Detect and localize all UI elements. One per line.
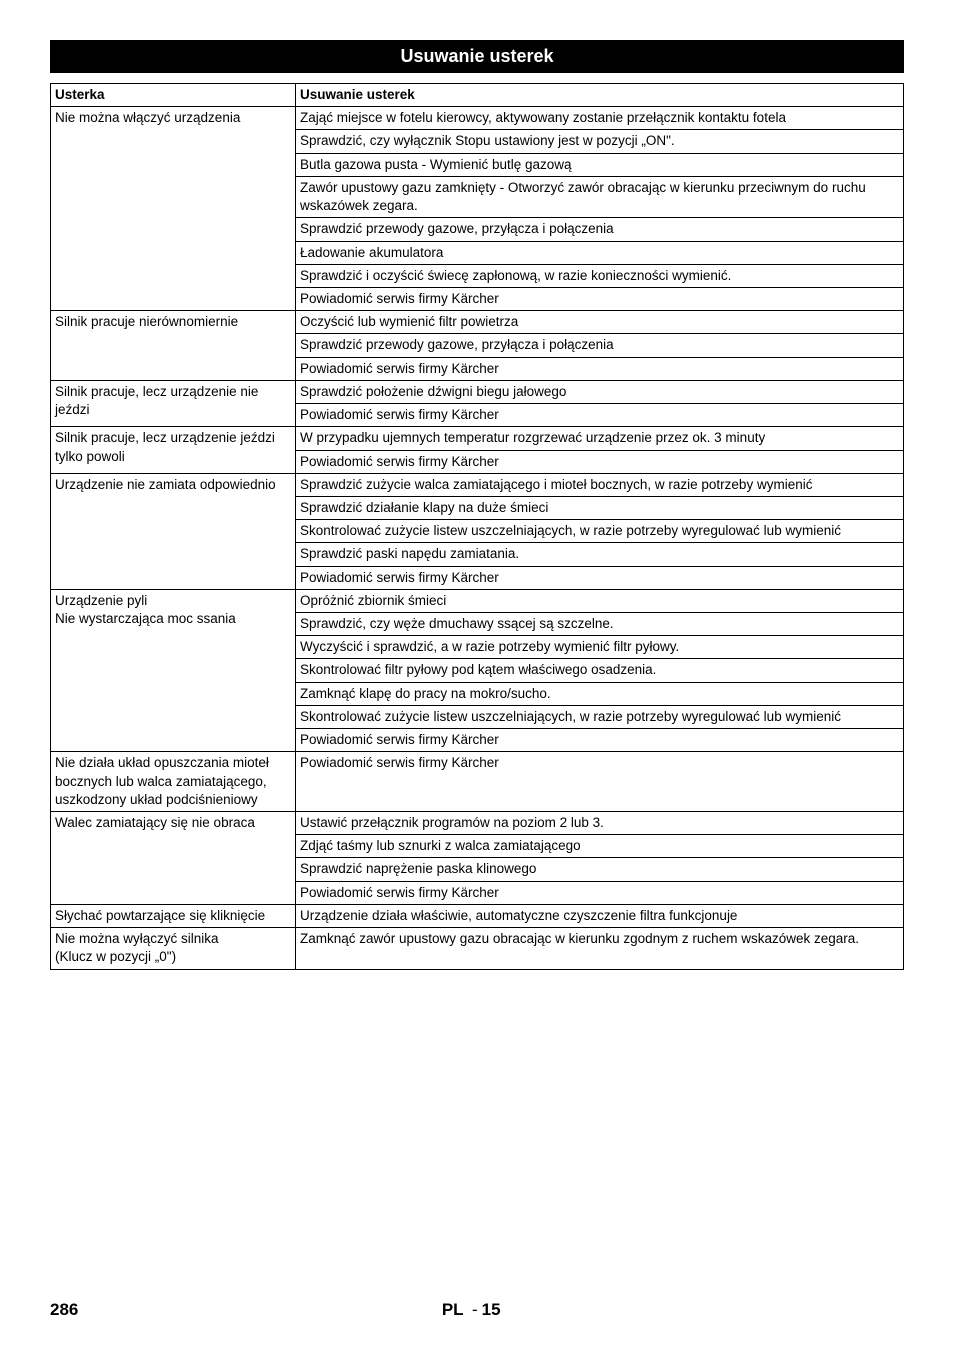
page: Usuwanie usterek Usterka Usuwanie ustere… (0, 0, 954, 1350)
fix-cell: Zawór upustowy gazu zamknięty - Otworzyć… (296, 176, 904, 217)
fault-cell: Silnik pracuje, lecz urządzenie nie jeźd… (51, 380, 296, 426)
table-row: Słychać powtarzające się kliknięcieUrząd… (51, 904, 904, 927)
fix-cell: W przypadku ujemnych temperatur rozgrzew… (296, 427, 904, 450)
fix-cell: Powiadomić serwis firmy Kärcher (296, 566, 904, 589)
fix-cell: Powiadomić serwis firmy Kärcher (296, 752, 904, 812)
fix-cell: Sprawdzić paski napędu zamiatania. (296, 543, 904, 566)
fix-cell: Sprawdzić, czy wyłącznik Stopu ustawiony… (296, 130, 904, 153)
page-number-left: 286 (50, 1300, 78, 1320)
fault-cell: Nie można włączyć urządzenia (51, 107, 296, 311)
table-row: Silnik pracuje, lecz urządzenie jeździ t… (51, 427, 904, 450)
footer-lang: PL (442, 1300, 463, 1319)
footer-dash: - (472, 1300, 478, 1319)
fix-cell: Zamknąć zawór upustowy gazu obracając w … (296, 928, 904, 969)
table-body: Nie można włączyć urządzeniaZająć miejsc… (51, 107, 904, 969)
table-header-row: Usterka Usuwanie usterek (51, 84, 904, 107)
fix-cell: Powiadomić serwis firmy Kärcher (296, 450, 904, 473)
fault-cell: Nie można wyłączyć silnika (Klucz w pozy… (51, 928, 296, 969)
fault-cell: Słychać powtarzające się kliknięcie (51, 904, 296, 927)
fault-cell: Urządzenie pyli Nie wystarczająca moc ss… (51, 589, 296, 752)
fix-cell: Zająć miejsce w fotelu kierowcy, aktywow… (296, 107, 904, 130)
table-row: Silnik pracuje nierównomiernieOczyścić l… (51, 311, 904, 334)
fix-cell: Butla gazowa pusta - Wymienić butlę gazo… (296, 153, 904, 176)
page-footer: 286 PL -15 (50, 1300, 904, 1320)
fix-cell: Wyczyścić i sprawdzić, a w razie potrzeb… (296, 636, 904, 659)
table-row: Nie działa układ opuszczania mioteł bocz… (51, 752, 904, 812)
fix-cell: Powiadomić serwis firmy Kärcher (296, 729, 904, 752)
fault-cell: Urządzenie nie zamiata odpowiednio (51, 473, 296, 589)
fix-cell: Skontrolować zużycie listew uszczelniają… (296, 520, 904, 543)
fix-cell: Powiadomić serwis firmy Kärcher (296, 287, 904, 310)
table-row: Urządzenie pyli Nie wystarczająca moc ss… (51, 589, 904, 612)
fix-cell: Skontrolować zużycie listew uszczelniają… (296, 705, 904, 728)
fix-cell: Ładowanie akumulatora (296, 241, 904, 264)
fix-cell: Powiadomić serwis firmy Kärcher (296, 357, 904, 380)
fault-cell: Walec zamiatający się nie obraca (51, 812, 296, 905)
fix-cell: Sprawdzić położenie dźwigni biegu jałowe… (296, 380, 904, 403)
fix-cell: Sprawdzić przewody gazowe, przyłącza i p… (296, 334, 904, 357)
table-row: Urządzenie nie zamiata odpowiednioSprawd… (51, 473, 904, 496)
fault-cell: Nie działa układ opuszczania mioteł bocz… (51, 752, 296, 812)
header-fix: Usuwanie usterek (296, 84, 904, 107)
fix-cell: Sprawdzić zużycie walca zamiatającego i … (296, 473, 904, 496)
troubleshooting-table: Usterka Usuwanie usterek Nie można włącz… (50, 83, 904, 970)
section-title: Usuwanie usterek (50, 40, 904, 73)
fault-cell: Silnik pracuje nierównomiernie (51, 311, 296, 381)
footer-center: PL -15 (442, 1300, 501, 1320)
fix-cell: Powiadomić serwis firmy Kärcher (296, 881, 904, 904)
fix-cell: Sprawdzić i oczyścić świecę zapłonową, w… (296, 264, 904, 287)
fix-cell: Urządzenie działa właściwie, automatyczn… (296, 904, 904, 927)
header-fault: Usterka (51, 84, 296, 107)
fix-cell: Zamknąć klapę do pracy na mokro/sucho. (296, 682, 904, 705)
fix-cell: Sprawdzić przewody gazowe, przyłącza i p… (296, 218, 904, 241)
fix-cell: Opróżnić zbiornik śmieci (296, 589, 904, 612)
footer-subpage: 15 (482, 1300, 501, 1319)
fix-cell: Zdjąć taśmy lub sznurki z walca zamiataj… (296, 835, 904, 858)
fix-cell: Sprawdzić naprężenie paska klinowego (296, 858, 904, 881)
fix-cell: Ustawić przełącznik programów na poziom … (296, 812, 904, 835)
fault-cell: Silnik pracuje, lecz urządzenie jeździ t… (51, 427, 296, 473)
table-row: Walec zamiatający się nie obracaUstawić … (51, 812, 904, 835)
fix-cell: Oczyścić lub wymienić filtr powietrza (296, 311, 904, 334)
fix-cell: Skontrolować filtr pyłowy pod kątem właś… (296, 659, 904, 682)
fix-cell: Sprawdzić, czy węże dmuchawy ssącej są s… (296, 613, 904, 636)
fix-cell: Sprawdzić działanie klapy na duże śmieci (296, 496, 904, 519)
table-row: Nie można włączyć urządzeniaZająć miejsc… (51, 107, 904, 130)
table-row: Nie można wyłączyć silnika (Klucz w pozy… (51, 928, 904, 969)
fix-cell: Powiadomić serwis firmy Kärcher (296, 404, 904, 427)
table-row: Silnik pracuje, lecz urządzenie nie jeźd… (51, 380, 904, 403)
